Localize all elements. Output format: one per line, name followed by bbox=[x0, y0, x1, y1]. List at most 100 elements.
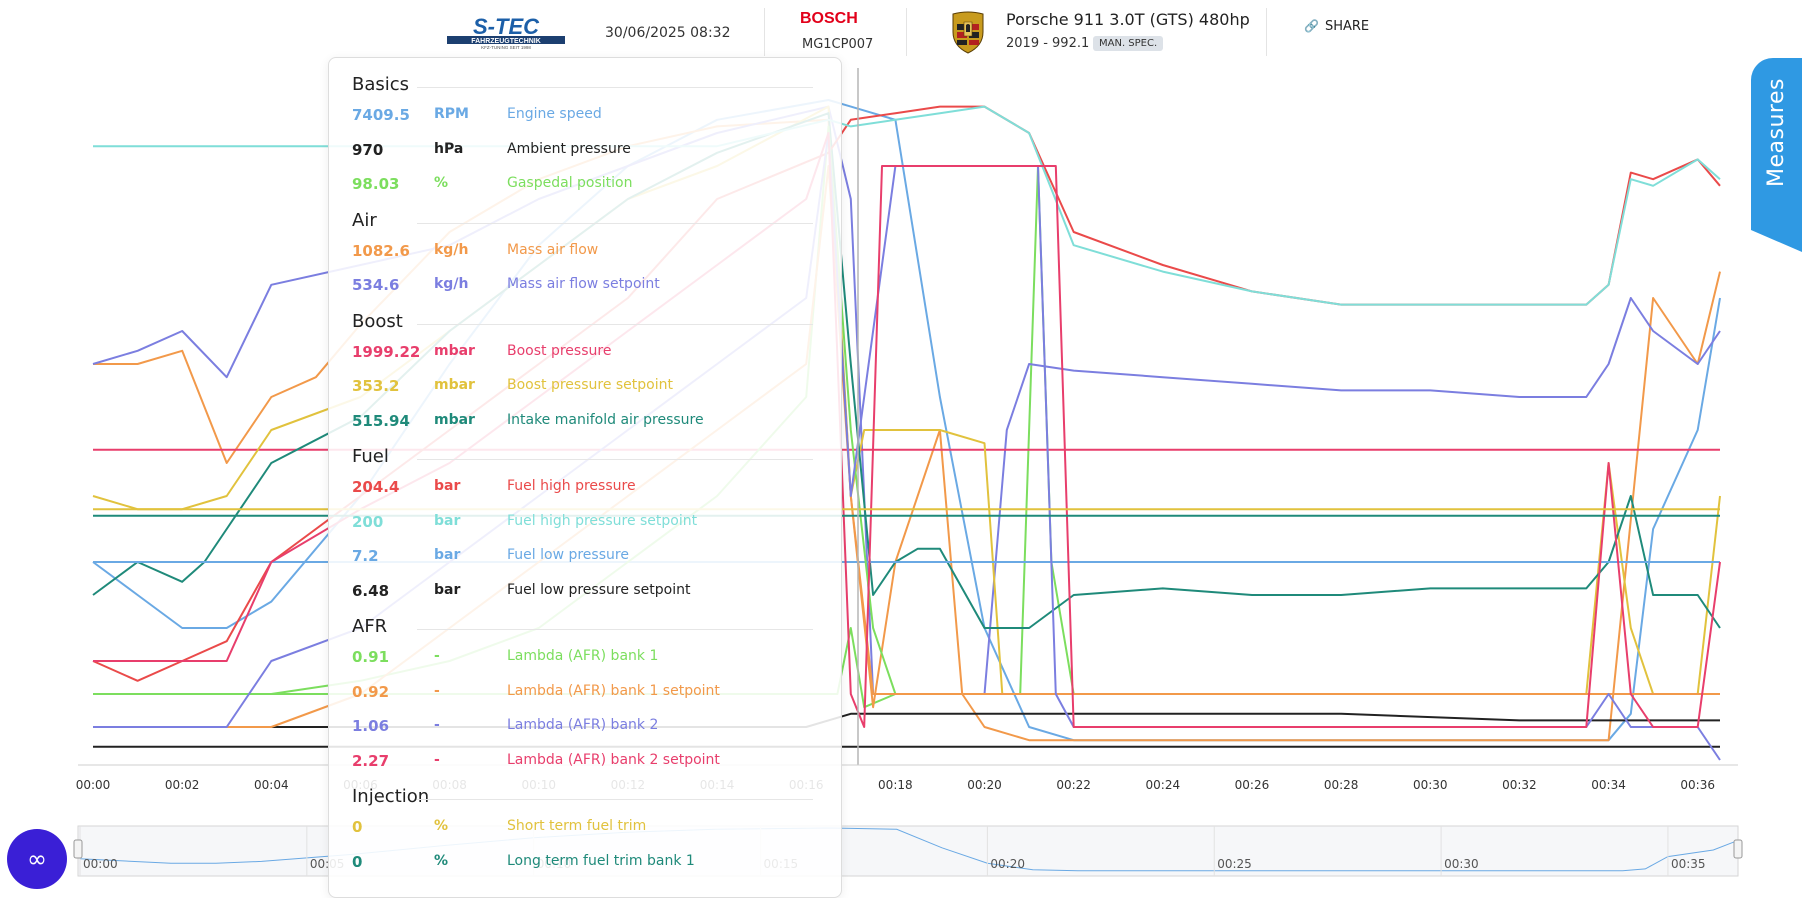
measure-value: 0.91 bbox=[352, 648, 390, 666]
measure-unit: hPa bbox=[434, 140, 464, 157]
x-tick-label: 00:36 bbox=[1680, 778, 1715, 792]
measure-row[interactable]: 1082.6 kg/h Mass air flow bbox=[329, 240, 841, 264]
measure-value: 1082.6 bbox=[352, 241, 410, 260]
measure-row[interactable]: 1.06 - Lambda (AFR) bank 2 bbox=[329, 715, 841, 739]
x-tick-label: 00:32 bbox=[1502, 778, 1537, 792]
measure-value: 1999.22 bbox=[352, 342, 421, 361]
top-header: S-TEC FAHRZEUGTECHNIK KFZ-TUNING SEIT 19… bbox=[0, 0, 1802, 60]
ecu-model: MG1CP007 bbox=[802, 37, 874, 52]
measure-unit: - bbox=[434, 751, 440, 768]
section-title: Boost bbox=[352, 310, 403, 332]
logo-tagline: KFZ-TUNING SEIT 1998 bbox=[481, 45, 531, 50]
measure-row[interactable]: 515.94 mbar Intake manifold air pressure bbox=[329, 410, 841, 434]
navigator-tick-label: 00:35 bbox=[1671, 857, 1706, 871]
ecu-brand: BOSCH bbox=[800, 10, 858, 27]
measure-row[interactable]: 970 hPa Ambient pressure bbox=[329, 139, 841, 163]
header-divider bbox=[906, 8, 907, 56]
measure-row[interactable]: 2.27 - Lambda (AFR) bank 2 setpoint bbox=[329, 750, 841, 774]
x-tick-label: 00:30 bbox=[1413, 778, 1448, 792]
x-tick-label: 00:24 bbox=[1146, 778, 1181, 792]
measure-row[interactable]: 7409.5 RPM Engine speed bbox=[329, 104, 841, 128]
measure-value: 204.4 bbox=[352, 478, 400, 496]
measure-row[interactable]: 0.92 - Lambda (AFR) bank 1 setpoint bbox=[329, 681, 841, 705]
measure-unit: mbar bbox=[434, 342, 475, 359]
measure-name: Long term fuel trim bank 1 bbox=[507, 852, 695, 869]
x-axis-ticks: 00:0000:0200:0400:0600:0800:1000:1200:14… bbox=[76, 778, 1715, 792]
measure-name: Fuel low pressure setpoint bbox=[507, 581, 691, 598]
measure-unit: % bbox=[434, 852, 449, 869]
section-title: Basics bbox=[352, 74, 410, 95]
measure-row[interactable]: 200 bar Fuel high pressure setpoint bbox=[329, 511, 841, 535]
section-divider bbox=[417, 222, 813, 224]
section-divider bbox=[417, 87, 813, 88]
share-button[interactable]: 🔗 SHARE bbox=[1304, 19, 1369, 34]
measure-unit: bar bbox=[434, 512, 461, 529]
porsche-crest-icon bbox=[952, 11, 984, 54]
measure-name: Lambda (AFR) bank 2 setpoint bbox=[507, 751, 720, 768]
measure-value: 6.48 bbox=[352, 581, 390, 600]
series-line-8 bbox=[92, 112, 1721, 629]
measures-tab-label: Measures bbox=[1764, 78, 1789, 187]
measure-row[interactable]: 6.48 bar Fuel low pressure setpoint bbox=[329, 580, 841, 604]
measure-name: Boost pressure bbox=[507, 342, 612, 359]
measure-name: Lambda (AFR) bank 2 bbox=[507, 717, 659, 733]
measure-name: Mass air flow setpoint bbox=[507, 276, 660, 292]
measure-name: Ambient pressure bbox=[507, 140, 631, 157]
measure-unit: - bbox=[434, 682, 440, 699]
measure-row[interactable]: 0% Long term fuel trim bank 1 bbox=[329, 851, 841, 875]
measure-row[interactable]: 7.2 bar Fuel low pressure bbox=[329, 545, 841, 569]
measure-unit: bar bbox=[434, 581, 461, 598]
vehicle-name: Porsche 911 3.0T (GTS) 480hp bbox=[1006, 10, 1250, 29]
measure-value: 0 bbox=[352, 852, 363, 871]
measure-unit: mbar bbox=[434, 377, 475, 393]
tab-fold bbox=[1751, 230, 1802, 252]
measure-name: Gaspedal position bbox=[507, 175, 633, 191]
measure-row[interactable]: 0% Short term fuel trim bbox=[329, 816, 841, 840]
x-tick-label: 00:04 bbox=[254, 778, 289, 792]
measure-row[interactable]: 204.4 bar Fuel high pressure bbox=[329, 476, 841, 500]
measure-unit: bar bbox=[434, 478, 461, 494]
measures-panel: Basics 7409.5 RPM Engine speed 970 hPa Ambient… bbox=[328, 57, 842, 898]
link-icon: 🔗 bbox=[1304, 19, 1319, 33]
measure-name: Mass air flow bbox=[507, 241, 599, 258]
vehicle-detail: 2019 - 992.1 bbox=[1006, 36, 1090, 51]
measure-unit: - bbox=[434, 648, 440, 664]
measure-value: 0 bbox=[352, 818, 363, 836]
measure-value: 970 bbox=[352, 140, 384, 159]
measure-name: Fuel high pressure setpoint bbox=[507, 512, 698, 529]
measure-unit: kg/h bbox=[434, 276, 469, 292]
section-title: Injection bbox=[352, 786, 430, 807]
measure-name: Intake manifold air pressure bbox=[507, 411, 704, 428]
measure-row[interactable]: 534.6 kg/h Mass air flow setpoint bbox=[329, 274, 841, 298]
infinity-chat-icon[interactable]: ∞ bbox=[7, 829, 67, 889]
x-tick-label: 00:34 bbox=[1591, 778, 1626, 792]
x-tick-label: 00:00 bbox=[76, 778, 111, 792]
navigator-tick-label: 00:30 bbox=[1444, 857, 1479, 871]
measure-name: Engine speed bbox=[507, 106, 602, 122]
x-tick-label: 00:26 bbox=[1235, 778, 1270, 792]
share-label: SHARE bbox=[1324, 19, 1370, 34]
x-tick-label: 00:22 bbox=[1056, 778, 1091, 792]
navigator-handle-left[interactable] bbox=[73, 839, 83, 859]
measure-name: Fuel low pressure bbox=[507, 547, 629, 563]
measure-value: 7.2 bbox=[352, 547, 379, 565]
navigator-tick-label: 00:20 bbox=[990, 857, 1025, 871]
navigator-tick-label: 00:00 bbox=[83, 857, 118, 871]
measure-row[interactable]: 98.03% Gaspedal position bbox=[329, 173, 841, 197]
stec-logo: S-TEC FAHRZEUGTECHNIK KFZ-TUNING SEIT 19… bbox=[447, 14, 565, 50]
measure-value: 200 bbox=[352, 512, 384, 531]
logo-text: S-TEC bbox=[473, 14, 540, 39]
measures-tab[interactable]: Measures bbox=[1751, 58, 1802, 252]
measure-row[interactable]: 1999.22 mbar Boost pressure bbox=[329, 341, 841, 365]
navigator-tick-label: 00:25 bbox=[1217, 857, 1252, 871]
measure-value: 515.94 bbox=[352, 411, 410, 430]
measure-value: 2.27 bbox=[352, 751, 390, 770]
measure-row[interactable]: 0.91 - Lambda (AFR) bank 1 bbox=[329, 646, 841, 670]
x-tick-label: 00:28 bbox=[1324, 778, 1359, 792]
section-divider bbox=[417, 459, 813, 460]
section-title: Fuel bbox=[352, 446, 389, 467]
measure-row[interactable]: 353.2 mbar Boost pressure setpoint bbox=[329, 375, 841, 399]
navigator-handle-right[interactable] bbox=[1733, 839, 1743, 859]
measure-unit: - bbox=[434, 717, 440, 733]
